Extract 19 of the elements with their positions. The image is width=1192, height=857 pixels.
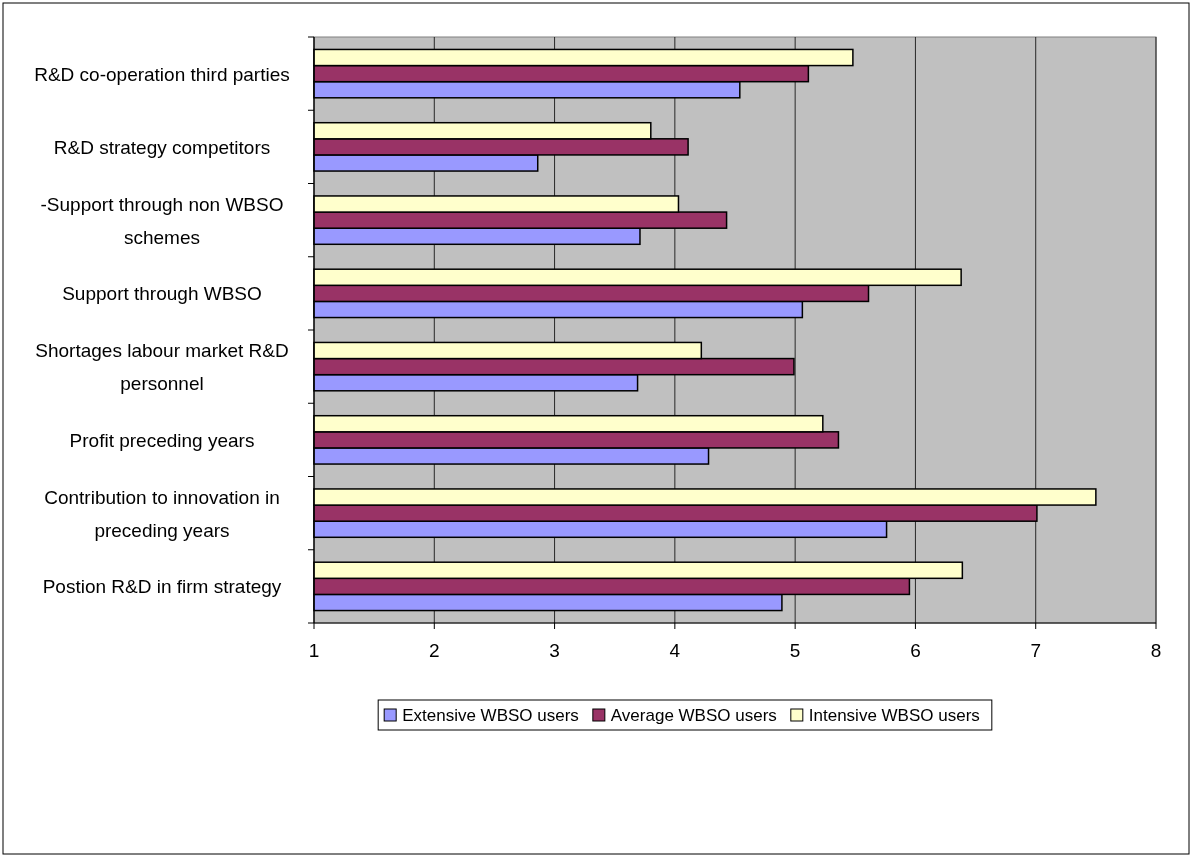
x-tick-label: 5: [789, 640, 801, 661]
legend-label: Intensive WBSO users: [808, 706, 980, 725]
x-tick-label: 7: [1030, 640, 1041, 661]
legend-label: Average WBSO users: [610, 706, 777, 725]
x-tick-label: 2: [429, 640, 440, 661]
y-tick-label: R&D co-operation third parties: [34, 63, 290, 85]
legend-label: Extensive WBSO users: [402, 706, 579, 725]
y-tick-label: Shortages labour market R&D personnel: [35, 340, 289, 395]
y-tick-label: Profit preceding years: [69, 429, 255, 451]
x-tick-label: 6: [910, 640, 921, 661]
y-tick-label: -Support through non WBSO schemes: [40, 193, 284, 248]
y-tick-label: Contribution to innovation in preceding years: [44, 486, 280, 541]
x-tick-label: 4: [669, 640, 681, 661]
y-tick-label: Postion R&D in firm strategy: [42, 576, 282, 598]
x-tick-label: 3: [549, 640, 560, 661]
y-tick-label: Support through WBSO: [62, 283, 262, 305]
x-tick-label: 8: [1150, 640, 1162, 661]
y-tick-label: R&D strategy competitors: [53, 136, 271, 158]
x-tick-label: 1: [308, 640, 320, 661]
